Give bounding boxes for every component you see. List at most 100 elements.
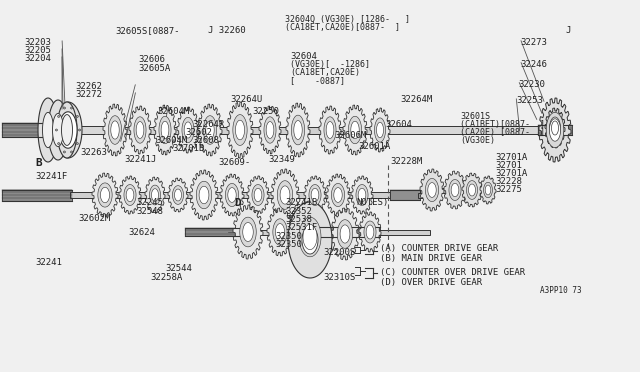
Polygon shape xyxy=(254,188,262,202)
Polygon shape xyxy=(159,116,171,144)
Text: 32241J: 32241J xyxy=(124,155,156,164)
Polygon shape xyxy=(150,185,161,205)
Polygon shape xyxy=(286,103,310,157)
Text: 32272: 32272 xyxy=(75,90,102,99)
Text: 32608: 32608 xyxy=(192,136,219,145)
Text: 32601S: 32601S xyxy=(460,112,490,121)
Text: 32604Q (VG30E) [1286-   ]: 32604Q (VG30E) [1286- ] xyxy=(285,15,410,24)
Text: D: D xyxy=(234,198,241,208)
Polygon shape xyxy=(196,181,212,209)
Text: J 32260: J 32260 xyxy=(208,26,246,35)
Bar xyxy=(418,192,430,198)
Text: (CA18ET,CA20E): (CA18ET,CA20E) xyxy=(290,68,360,77)
Polygon shape xyxy=(54,102,82,158)
Polygon shape xyxy=(247,176,269,214)
Text: 32275: 32275 xyxy=(495,185,522,194)
Polygon shape xyxy=(59,112,77,148)
Polygon shape xyxy=(233,205,263,259)
Text: (VG30E)[  -1286]: (VG30E)[ -1286] xyxy=(290,60,370,69)
Text: (B) MAIN DRIVE GEAR: (B) MAIN DRIVE GEAR xyxy=(380,254,482,263)
Text: 32701A: 32701A xyxy=(495,153,527,162)
Polygon shape xyxy=(451,183,459,197)
Polygon shape xyxy=(161,121,169,139)
Bar xyxy=(185,228,240,236)
Polygon shape xyxy=(420,169,444,211)
Text: 32246: 32246 xyxy=(520,60,547,69)
Text: 32609-: 32609- xyxy=(218,158,250,167)
Polygon shape xyxy=(225,183,239,206)
Polygon shape xyxy=(61,115,72,145)
Text: 32548: 32548 xyxy=(136,207,163,216)
Circle shape xyxy=(70,151,72,153)
Polygon shape xyxy=(168,178,188,212)
Polygon shape xyxy=(449,180,461,201)
Polygon shape xyxy=(267,208,293,256)
Polygon shape xyxy=(545,108,565,148)
Polygon shape xyxy=(204,116,216,144)
Polygon shape xyxy=(484,182,492,198)
Text: 32350: 32350 xyxy=(275,232,302,241)
Polygon shape xyxy=(198,104,222,156)
Polygon shape xyxy=(184,122,192,138)
Polygon shape xyxy=(374,118,385,142)
Text: 32604: 32604 xyxy=(385,120,412,129)
Bar xyxy=(378,230,430,234)
Polygon shape xyxy=(309,185,321,205)
Text: (C) COUNTER OVER DRIVE GEAR: (C) COUNTER OVER DRIVE GEAR xyxy=(380,268,525,277)
Text: 32606: 32606 xyxy=(138,55,165,64)
Polygon shape xyxy=(182,117,194,142)
Polygon shape xyxy=(52,113,63,147)
Text: 32230: 32230 xyxy=(518,80,545,89)
Text: 32241: 32241 xyxy=(35,258,62,267)
Polygon shape xyxy=(539,98,571,162)
Polygon shape xyxy=(177,107,199,153)
Polygon shape xyxy=(152,189,159,201)
Text: A3PP10 73: A3PP10 73 xyxy=(540,286,582,295)
Polygon shape xyxy=(92,173,118,217)
Polygon shape xyxy=(356,185,368,205)
Polygon shape xyxy=(331,208,359,260)
Text: 32264R: 32264R xyxy=(192,120,224,129)
Text: 32205: 32205 xyxy=(24,46,51,55)
Text: 32602: 32602 xyxy=(185,128,212,137)
Polygon shape xyxy=(136,122,144,138)
Polygon shape xyxy=(154,105,176,155)
Text: (CA20E) [0887-  ]: (CA20E) [0887- ] xyxy=(460,128,545,137)
Text: 32241B: 32241B xyxy=(285,198,317,207)
Text: 32350: 32350 xyxy=(275,240,302,249)
Polygon shape xyxy=(468,184,476,196)
Text: J: J xyxy=(565,26,570,35)
Circle shape xyxy=(58,115,60,118)
Text: 32538: 32538 xyxy=(285,215,312,224)
Polygon shape xyxy=(243,222,253,241)
Polygon shape xyxy=(311,188,319,202)
Polygon shape xyxy=(546,112,564,148)
Polygon shape xyxy=(108,116,122,144)
Text: 32544: 32544 xyxy=(165,264,192,273)
Text: 32273: 32273 xyxy=(520,38,547,47)
Polygon shape xyxy=(228,187,236,202)
Polygon shape xyxy=(358,188,366,202)
Text: 32228: 32228 xyxy=(495,177,522,186)
Polygon shape xyxy=(302,226,318,254)
Polygon shape xyxy=(334,187,342,202)
Polygon shape xyxy=(119,176,141,214)
Bar xyxy=(2,123,72,137)
Polygon shape xyxy=(291,115,305,145)
Polygon shape xyxy=(199,186,209,204)
Text: NOTES): NOTES) xyxy=(356,198,388,207)
Polygon shape xyxy=(359,212,381,252)
Polygon shape xyxy=(552,121,559,135)
Polygon shape xyxy=(206,121,214,139)
Polygon shape xyxy=(57,102,77,158)
Polygon shape xyxy=(273,219,287,245)
Circle shape xyxy=(63,151,65,153)
Text: [    -0887]: [ -0887] xyxy=(290,76,345,85)
Text: 32204: 32204 xyxy=(24,54,51,63)
Text: 32604M: 32604M xyxy=(157,107,189,116)
Polygon shape xyxy=(277,181,292,209)
Circle shape xyxy=(76,142,78,145)
Polygon shape xyxy=(549,119,561,141)
Polygon shape xyxy=(340,225,350,243)
Polygon shape xyxy=(252,185,264,205)
